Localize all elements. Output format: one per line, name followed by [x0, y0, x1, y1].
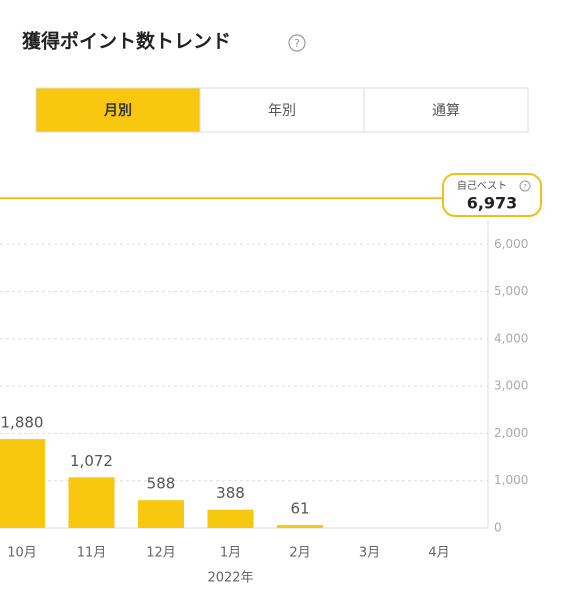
tabs: 月別 年別 通算: [35, 87, 529, 133]
value-label: 1,880: [1, 414, 44, 432]
x-tick-label: 2月: [289, 546, 310, 561]
best-help-text: ?: [523, 183, 527, 191]
bar: [0, 439, 45, 528]
y-tick-label: 4,000: [494, 331, 528, 345]
bar: [277, 525, 323, 528]
tab-label[interactable]: 年別: [268, 103, 296, 119]
y-tick-label: 0: [494, 521, 502, 535]
help-icon-text: ?: [294, 37, 300, 50]
bar: [207, 509, 254, 528]
x-tick-label: 11月: [77, 546, 107, 561]
x-tick-label: 12月: [146, 546, 176, 561]
y-tick-label: 5,000: [494, 284, 528, 298]
best-label: 自己ベスト: [457, 179, 507, 192]
x-tick-label: 4月: [428, 546, 449, 561]
best-badge: [442, 173, 542, 217]
value-label: 61: [290, 500, 309, 518]
tab[interactable]: [35, 87, 201, 133]
tab-label[interactable]: 月別: [103, 103, 132, 119]
best-value: 6,973: [467, 194, 518, 213]
value-label: 588: [147, 475, 176, 493]
x-tick-label: 10月: [7, 546, 37, 561]
y-tick-label: 3,000: [494, 379, 528, 393]
x-tick-label: 3月: [359, 546, 380, 561]
chart: 0 1,000 2,000 3,000 4,000 5,000 6,000 10月 1,880 1…: [0, 173, 542, 586]
x-tick-label: 1月: [220, 546, 241, 561]
y-tick-label: 2,000: [494, 426, 528, 440]
bar: [138, 500, 184, 528]
tab[interactable]: [363, 87, 529, 133]
year-label: 2022年: [207, 571, 253, 586]
value-label: 1,072: [70, 452, 113, 470]
tab-label[interactable]: 通算: [432, 103, 460, 119]
help-icon[interactable]: [288, 34, 306, 52]
bar: [68, 477, 115, 528]
title: 獲得ポイント数トレンド: [22, 30, 231, 53]
value-label: 388: [216, 484, 245, 502]
tab[interactable]: [199, 87, 365, 133]
y-tick-label: 1,000: [494, 473, 528, 487]
y-tick-label: 6,000: [494, 237, 528, 251]
best-help-icon[interactable]: [519, 180, 531, 192]
